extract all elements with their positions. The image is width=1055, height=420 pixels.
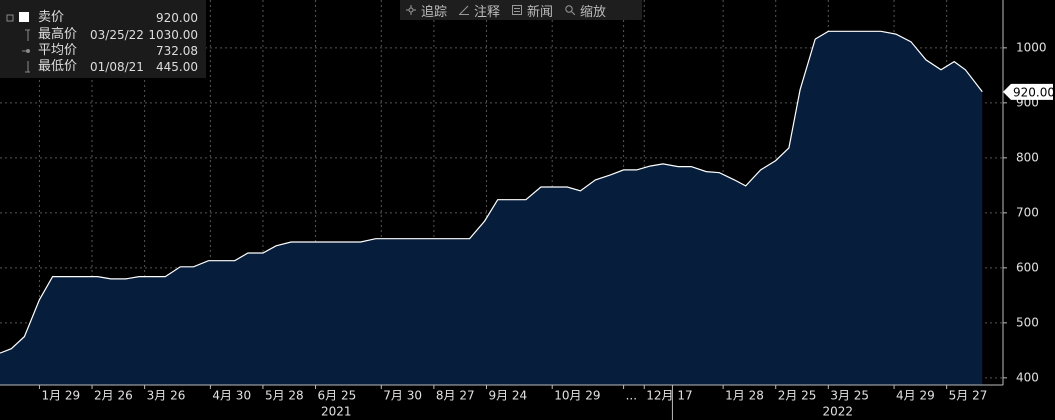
y-tick-label: 400 [1016, 370, 1039, 384]
legend-date: 01/08/21 [90, 60, 144, 74]
toolbar-label: 追踪 [421, 4, 448, 20]
legend-row: 最低价 01/08/21 445.00 [0, 59, 200, 75]
legend-icon [25, 29, 30, 41]
legend-row: 最高价 03/25/22 1030.00 [0, 27, 200, 43]
toolbar-button[interactable]: 追踪 [400, 0, 453, 20]
x-tick-label: 4月 30 [212, 389, 251, 403]
toolbar-button[interactable]: 注释 [453, 0, 506, 20]
x-tick-label: 5月 28 [265, 389, 304, 403]
legend-icon [22, 49, 30, 53]
legend-row: 卖价 920.00 [0, 10, 200, 26]
legend-date: 03/25/22 [90, 28, 144, 42]
last-value-badge [1003, 83, 1053, 100]
legend: 卖价 920.00 最高价 03/25/22 1030.00 平均价 732.0… [0, 0, 206, 78]
legend-name: 平均价 [38, 43, 78, 58]
icon [459, 5, 470, 15]
legend-name: 最低价 [38, 59, 78, 74]
legend-name: 最高价 [38, 27, 78, 42]
x-tick-label: 7月 30 [383, 389, 422, 403]
x-tick-label: 3月 25 [830, 389, 869, 403]
y-tick-label: 600 [1016, 260, 1039, 274]
icon [565, 5, 576, 15]
line [0, 30, 983, 354]
legend-value: 920.00 [156, 11, 198, 25]
toolbar-label: 新闻 [527, 4, 554, 20]
y-tick-label: 700 [1016, 205, 1039, 219]
icon [406, 5, 416, 15]
legend-value: 732.08 [156, 44, 198, 58]
legend-icon [25, 61, 30, 73]
area [0, 31, 983, 386]
icon [512, 5, 523, 15]
legend-value: 1030.00 [148, 28, 198, 42]
y-tick-label: 800 [1016, 150, 1039, 164]
year-label: 2022 [822, 405, 853, 419]
legend-value: 445.00 [156, 60, 198, 74]
x-tick-label: 3月 26 [147, 389, 186, 403]
x-tick-label: 1月 29 [41, 389, 80, 403]
y-tick-label: 500 [1016, 315, 1039, 329]
toolbar-label: 缩放 [580, 4, 607, 20]
x-tick-label: 10月 29 [554, 389, 600, 403]
x-tick-label: 12月 17 [646, 389, 692, 403]
legend-name: 卖价 [38, 10, 65, 25]
x-tick-label: 9月 24 [488, 389, 527, 403]
x-tick-label: 2月 26 [94, 389, 133, 403]
legend-icon [6, 12, 29, 22]
last-value-label: 920.00 [1013, 85, 1055, 99]
toolbar-button[interactable]: 新闻 [506, 0, 559, 20]
x-tick-label: 8月 27 [436, 389, 475, 403]
toolbar-label: 注释 [474, 4, 501, 20]
x-tick-label: 1月 28 [725, 389, 764, 403]
x-tick-label: 5月 27 [949, 389, 988, 403]
x-tick-label: 2月 25 [778, 389, 817, 403]
toolbar: 追踪 注释 新闻 缩放 [400, 0, 642, 20]
x-tick-label: ... [626, 389, 637, 403]
x-tick-label: 4月 29 [896, 389, 935, 403]
legend-row: 平均价 732.08 [0, 43, 200, 59]
x-tick-label: 6月 25 [318, 389, 357, 403]
y-tick-label: 1000 [1016, 40, 1047, 54]
toolbar-button[interactable]: 缩放 [559, 0, 612, 20]
year-label: 2021 [321, 405, 352, 419]
